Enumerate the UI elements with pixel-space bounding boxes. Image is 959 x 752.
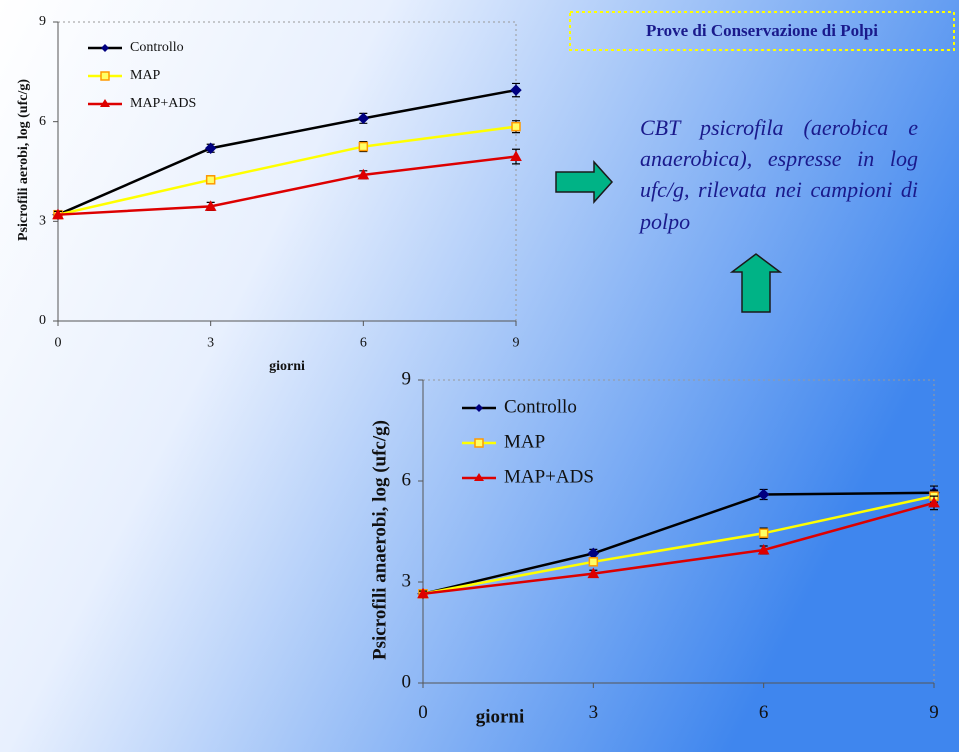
x-axis-label: giorni (269, 359, 305, 374)
marker (757, 488, 770, 501)
y-tick-label: 9 (39, 14, 46, 29)
legend-marker (474, 473, 484, 481)
marker (205, 175, 216, 185)
marker (928, 496, 940, 508)
y-axis-label: Psicrofili anaerobi, log (ufc/g) (369, 420, 390, 660)
x-tick-label: 3 (589, 702, 599, 723)
legend-marker (100, 99, 110, 107)
x-tick-label: 6 (360, 336, 367, 351)
line (422, 494, 935, 596)
legend-label: MAP+ADS (504, 466, 594, 487)
y-axis-label: Psicrofili aerobi, log (ufc/g) (16, 79, 31, 241)
legend-label: MAP (130, 68, 161, 83)
marker (510, 84, 522, 96)
x-tick-label: 6 (759, 702, 769, 723)
x-axis-label: giorni (476, 706, 525, 727)
marker (204, 200, 217, 211)
marker (204, 142, 217, 154)
marker (357, 168, 370, 180)
y-tick-label: 6 (39, 114, 46, 129)
description: CBT psicrofila (aerobica e anaerobica), … (640, 115, 918, 234)
legend-label: Controllo (130, 40, 184, 55)
legend-label: MAP (504, 431, 545, 452)
x-tick-label: 0 (418, 702, 428, 723)
line (422, 501, 935, 596)
arrow-up (729, 253, 783, 313)
legend-label: MAP+ADS (130, 96, 196, 111)
y-tick-label: 6 (402, 469, 412, 490)
line (57, 155, 517, 216)
x-tick-label: 9 (513, 336, 520, 351)
marker (758, 528, 769, 538)
x-tick-label: 0 (55, 336, 62, 351)
x-tick-label: 9 (929, 702, 939, 723)
y-tick-label: 9 (402, 368, 412, 389)
arrow-right (555, 160, 614, 204)
y-tick-label: 3 (402, 570, 412, 591)
legend-label: Controllo (504, 396, 577, 417)
line (57, 88, 517, 216)
y-tick-label: 3 (39, 214, 46, 229)
y-tick-label: 0 (402, 671, 412, 692)
marker (511, 121, 521, 132)
title-box (569, 11, 955, 51)
marker (588, 557, 599, 567)
slide-title: Prove di Conservazione di Polpi (646, 21, 878, 40)
legend-marker (475, 404, 483, 412)
marker (510, 150, 522, 162)
legend-marker (474, 438, 484, 448)
marker (358, 141, 369, 152)
marker (357, 112, 370, 125)
x-tick-label: 3 (207, 336, 214, 351)
marker (417, 587, 429, 599)
y-tick-label: 0 (39, 313, 46, 328)
marker (757, 543, 770, 555)
legend-marker (100, 71, 110, 81)
marker (587, 567, 600, 579)
marker (52, 208, 64, 220)
legend-marker (101, 44, 109, 52)
line (422, 491, 935, 595)
line (57, 125, 517, 216)
plot-frame (423, 379, 935, 683)
